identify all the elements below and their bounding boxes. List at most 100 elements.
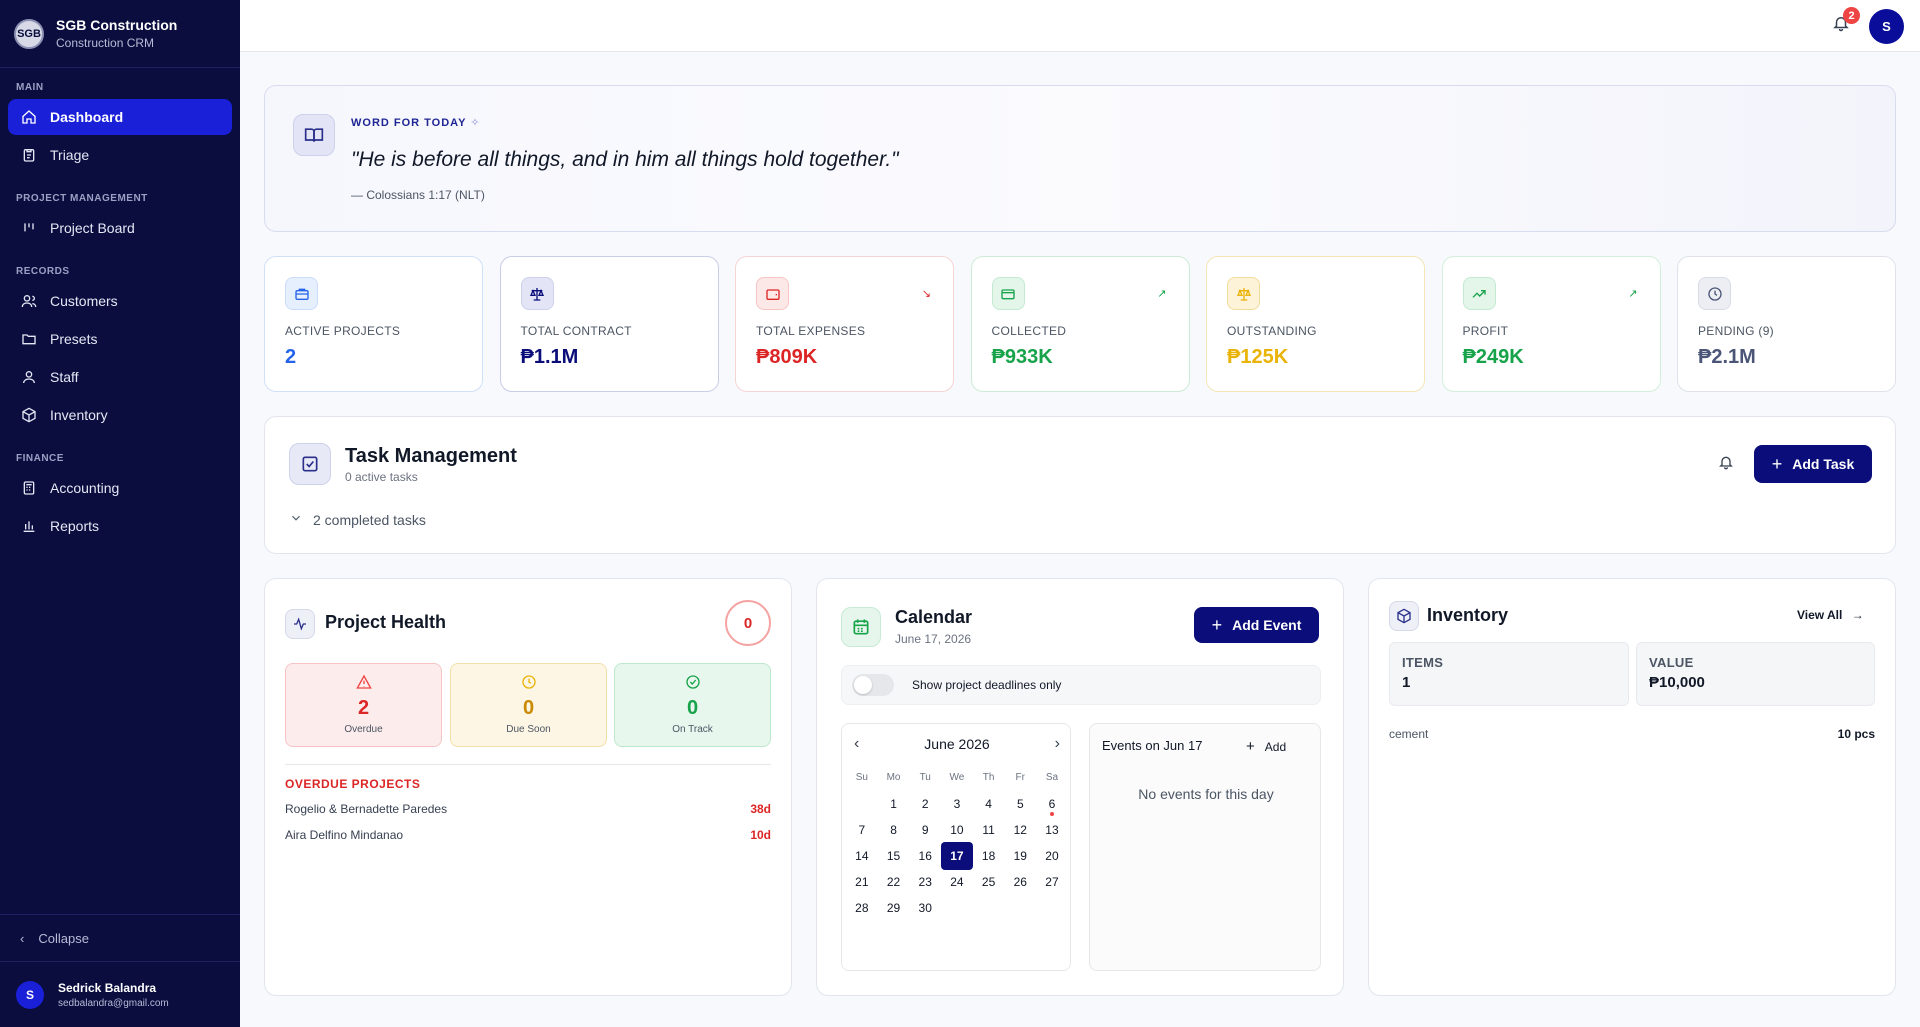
health-score: 0: [725, 600, 771, 646]
calendar-day[interactable]: 13: [1045, 823, 1059, 837]
calendar-day[interactable]: 7: [858, 823, 866, 837]
calendar-day[interactable]: 19: [1013, 849, 1027, 863]
clock-icon: [1698, 277, 1731, 310]
stat-card-pending-9[interactable]: PENDING (9) ₱2.1M: [1677, 256, 1896, 392]
calendar-day[interactable]: 10: [950, 823, 964, 837]
calendar-day[interactable]: 18: [981, 849, 996, 863]
calendar-day[interactable]: 15: [886, 849, 901, 863]
list-item[interactable]: Aira Delfino Mindanao 10d: [285, 828, 771, 842]
calendar-day[interactable]: 29: [886, 901, 901, 915]
stat-card-active-projects[interactable]: ACTIVE PROJECTS 2: [264, 256, 483, 392]
due-soon-summary[interactable]: 0 Due Soon: [450, 663, 607, 747]
sidebar-item-project-board[interactable]: Project Board: [8, 210, 232, 246]
bar-chart-icon: [20, 517, 38, 535]
user-profile[interactable]: S Sedrick Balandra sedbalandra@gmail.com: [0, 962, 240, 1027]
sidebar-item-reports[interactable]: Reports: [8, 508, 232, 544]
notification-badge: 2: [1843, 7, 1860, 24]
trend-up-icon: ↗: [1157, 288, 1167, 300]
deadline-filter: Show project deadlines only: [841, 665, 1321, 705]
plus-icon: +: [1246, 738, 1255, 755]
sidebar-item-accounting[interactable]: Accounting: [8, 470, 232, 506]
add-event-button[interactable]: + Add Event: [1194, 607, 1319, 643]
calendar-day[interactable]: 28: [855, 901, 869, 915]
calendar-day[interactable]: 14: [855, 849, 869, 863]
topbar: 2 S: [240, 0, 1920, 52]
calendar-day[interactable]: 2: [921, 797, 929, 811]
calendar-day[interactable]: 26: [1013, 875, 1027, 889]
stat-card-profit[interactable]: ↗ PROFIT ₱249K: [1441, 256, 1661, 392]
brand[interactable]: SGB SGB Construction Construction CRM: [0, 0, 240, 68]
view-all-link[interactable]: View All →: [1797, 608, 1864, 622]
calendar-day[interactable]: 9: [921, 823, 929, 837]
calendar-day[interactable]: 8: [890, 823, 897, 837]
item-name: cement: [1389, 727, 1429, 741]
stat-card-total-contract[interactable]: TOTAL CONTRACT ₱1.1M: [499, 256, 719, 392]
add-task-button[interactable]: + Add Task: [1754, 445, 1872, 483]
list-item[interactable]: cement 10 pcs: [1389, 727, 1875, 741]
stat-label: OUTSTANDING: [1227, 324, 1317, 338]
overdue-days: 10d: [750, 828, 771, 842]
calendar-day[interactable]: 30: [918, 901, 932, 915]
prev-month-button[interactable]: ‹: [854, 735, 860, 752]
completed-tasks-label: 2 completed tasks: [313, 511, 426, 528]
list-item[interactable]: Rogelio & Bernadette Paredes 38d: [285, 802, 771, 816]
on-track-summary[interactable]: 0 On Track: [614, 663, 771, 747]
avatar: S: [16, 980, 44, 1009]
next-month-button[interactable]: ›: [1054, 735, 1060, 752]
stat-value: ₱2.1M: [1698, 346, 1756, 368]
calendar-day-empty: [941, 894, 973, 922]
calendar-day[interactable]: 12: [1013, 823, 1027, 837]
item-quantity: 10 pcs: [1837, 727, 1875, 741]
sidebar-item-label: Staff: [50, 369, 79, 385]
collapse-button[interactable]: ‹ Collapse: [0, 914, 240, 962]
calendar-day-empty: [846, 790, 878, 818]
sidebar-item-customers[interactable]: Customers: [8, 283, 232, 319]
calendar-day[interactable]: 27: [1045, 875, 1059, 889]
book-open-icon: [293, 114, 335, 156]
add-event-label: Add Event: [1232, 617, 1302, 633]
verse-reference: — Colossians 1:17 (NLT): [351, 188, 485, 202]
add-day-event-button[interactable]: + Add: [1246, 738, 1286, 755]
calendar-day[interactable]: 25: [981, 875, 996, 889]
stat-card-collected[interactable]: ↗ COLLECTED ₱933K: [970, 256, 1190, 392]
calendar-day-empty: [973, 894, 1005, 922]
completed-tasks-toggle[interactable]: 2 completed tasks: [289, 511, 426, 528]
calendar-day[interactable]: 23: [918, 875, 932, 889]
calendar-day[interactable]: 22: [886, 875, 901, 889]
overdue-summary[interactable]: 2 Overdue: [285, 663, 442, 747]
calendar-day[interactable]: 4: [985, 797, 992, 811]
calendar-day[interactable]: 11: [982, 823, 995, 837]
task-reminder-button[interactable]: [1718, 454, 1738, 474]
event-dot: [1049, 812, 1054, 816]
sidebar-item-presets[interactable]: Presets: [8, 321, 232, 357]
weekday-label: We: [949, 772, 965, 783]
overdue-projects-title: OVERDUE PROJECTS: [285, 777, 421, 791]
overdue-count: 2: [357, 697, 370, 719]
calendar-day[interactable]: 17: [941, 842, 973, 870]
deadlines-only-toggle[interactable]: [852, 674, 894, 696]
calendar-day[interactable]: 21: [855, 875, 869, 889]
wallet-icon: [756, 277, 789, 310]
project-name: Aira Delfino Mindanao: [285, 828, 404, 842]
stat-card-total-expenses[interactable]: ↘ TOTAL EXPENSES ₱809K: [735, 256, 954, 392]
stat-label: COLLECTED: [991, 324, 1067, 338]
calendar-day[interactable]: 16: [918, 849, 932, 863]
user-avatar-button[interactable]: S: [1869, 9, 1904, 44]
weekday-label: Fr: [1015, 772, 1025, 783]
stat-card-outstanding[interactable]: OUTSTANDING ₱125K: [1206, 256, 1425, 392]
calendar-day[interactable]: 5: [1016, 797, 1024, 811]
stat-label: TOTAL CONTRACT: [520, 324, 632, 338]
sidebar-item-triage[interactable]: Triage: [8, 137, 232, 173]
calendar-day[interactable]: 1: [890, 797, 897, 811]
sidebar-item-staff[interactable]: Staff: [8, 359, 232, 395]
project-health-title: Project Health: [325, 612, 447, 632]
calendar-day[interactable]: 3: [953, 797, 961, 811]
calendar-day-empty: [1036, 894, 1068, 922]
calendar-day[interactable]: 6: [1036, 790, 1068, 818]
sidebar-item-inventory[interactable]: Inventory: [8, 397, 232, 433]
weekday-label: Su: [855, 772, 868, 783]
sidebar-item-dashboard[interactable]: Dashboard: [8, 99, 232, 135]
calendar-day[interactable]: 24: [950, 875, 964, 889]
calendar-day[interactable]: 20: [1045, 849, 1059, 863]
brand-logo: SGB: [14, 18, 44, 49]
